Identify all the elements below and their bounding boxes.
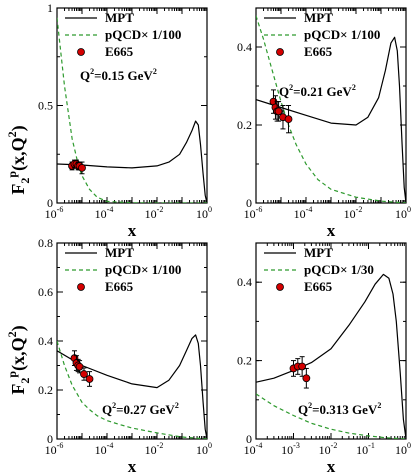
panel-3: 10-6 10-4 10-2 100 0 0.2 0.4 0.6 0.8 MPT pQCD× 1/1… (38, 236, 212, 473)
x-tick-label: 100 (196, 441, 212, 457)
panel-4: 10-4 10-3 10-2 10-1 100 0 0.2 0.4 MPT pQCD× 1/30 E… (237, 242, 411, 473)
legend-label: MPT (304, 245, 333, 260)
y-tick-label: 0.2 (237, 354, 252, 368)
ylabel-end: ) (8, 125, 29, 131)
legend-label: MPT (105, 10, 134, 25)
x-tick-label: 100 (196, 205, 212, 221)
y-tick-label: 0 (47, 196, 53, 210)
x-tick-label: 10-4 (95, 205, 114, 221)
x-tick-label: 10-6 (45, 441, 64, 457)
y-tick-label: 0 (246, 196, 252, 210)
y-tick-label: 0.5 (38, 99, 53, 113)
data-point (80, 370, 88, 378)
x-tick-label: 10-6 (45, 205, 64, 221)
y-tick-label: 0.6 (38, 285, 53, 299)
legend-label: MPT (304, 10, 333, 25)
y-tick-label: 0.2 (38, 383, 53, 397)
y-tick-label: 1 (47, 1, 53, 15)
x-axis-label: x (327, 457, 336, 473)
plot-area (256, 15, 406, 203)
ylabel-sup2: 2 (5, 331, 19, 337)
x-axis-label: x (128, 457, 137, 473)
ylabel-sup2: 2 (5, 131, 19, 137)
ylabel-f: F (8, 184, 28, 195)
data-point (284, 115, 293, 124)
x-tick-label: 100 (395, 205, 411, 221)
y-tick-label: 0.2 (237, 118, 252, 132)
q2-annotation: Q2=0.313 GeV2 (298, 401, 381, 417)
x-tick-label: 10-6 (244, 205, 263, 221)
q2-annotation: Q2=0.21 GeV2 (279, 83, 356, 99)
mpt-curve (57, 334, 207, 439)
y-tick-label: 0.4 (237, 275, 252, 289)
panel-1: 10-6 10-4 10-2 100 0 0.5 1 MPT pQCD× 1/100 E665 Q2… (38, 1, 212, 240)
y-tick-label: 0.8 (38, 236, 53, 250)
svg-text:F2p(x,Q2): F2p(x,Q2) (5, 125, 32, 194)
pqcd-curve (57, 17, 207, 203)
legend-label: E665 (105, 44, 134, 59)
data-point (78, 163, 86, 172)
legend-marker (77, 48, 85, 56)
data-point (302, 374, 311, 383)
ylabel-rest: (x,Q (8, 137, 29, 171)
x-tick-label: 100 (395, 441, 411, 457)
x-tick-label: 10-2 (145, 441, 164, 457)
legend-label: E665 (304, 279, 333, 294)
chart-panels: 10-6 10-4 10-2 100 0 0.5 1 MPT pQCD× 1/100 E665 Q2… (38, 1, 411, 473)
x-tick-label: 10-4 (95, 441, 114, 457)
svg-text:F2p(x,Q2): F2p(x,Q2) (5, 325, 32, 394)
ylabel-end: ) (8, 325, 29, 331)
legend-label: MPT (105, 245, 134, 260)
pqcd-curve (57, 340, 207, 439)
legend-label: pQCD× 1/30 (304, 262, 374, 277)
ylabel-rest: (x,Q (8, 337, 29, 371)
y-tick-label: 0.4 (237, 40, 252, 54)
y-tick-label: 0 (47, 432, 53, 446)
ylabel-sub: 2 (18, 178, 32, 184)
x-axis-label: x (327, 221, 336, 240)
legend-marker (276, 283, 284, 291)
ylabel-sup: p (5, 371, 19, 378)
x-tick-label: 10-4 (294, 205, 313, 221)
mpt-curve (57, 120, 207, 203)
data-point (85, 375, 94, 383)
x-tick-label: 10-4 (244, 441, 263, 457)
plot-area (256, 273, 406, 439)
legend-label: E665 (105, 279, 134, 294)
mpt-curve (256, 36, 406, 203)
x-tick-label: 10-2 (145, 205, 164, 221)
legend-marker (276, 48, 284, 56)
panel-2: 10-6 10-4 10-2 100 0 0.2 0.4 MPT pQCD× 1/100 E665… (237, 7, 411, 240)
ylabel-sub: 2 (18, 378, 32, 384)
pqcd-curve (256, 393, 406, 439)
y-tick-label: 0.4 (38, 334, 53, 348)
legend-marker (77, 283, 85, 291)
data-point (274, 107, 283, 116)
data-point (75, 362, 84, 371)
y-axis-label-bottom: F2p(x,Q2) (5, 325, 32, 394)
plot-area (57, 17, 207, 203)
x-axis-label: x (128, 221, 137, 240)
x-tick-label: 10-2 (319, 441, 338, 457)
q2-annotation: Q2=0.15 GeV2 (80, 67, 157, 83)
legend-label: pQCD× 1/100 (304, 27, 380, 42)
q2-annotation: Q2=0.27 GeV2 (102, 401, 179, 417)
x-tick-label: 10-1 (356, 441, 375, 457)
legend-label: pQCD× 1/100 (105, 27, 181, 42)
ylabel-sup: p (5, 171, 19, 178)
y-axis-label-top: F2p(x,Q2) (5, 125, 32, 194)
plot-area (57, 334, 207, 439)
y-tick-label: 0 (246, 432, 252, 446)
legend-label: E665 (304, 44, 333, 59)
ylabel-f: F (8, 384, 28, 395)
x-tick-label: 10-2 (344, 205, 363, 221)
legend-label: pQCD× 1/100 (105, 262, 181, 277)
x-tick-label: 10-3 (281, 441, 300, 457)
